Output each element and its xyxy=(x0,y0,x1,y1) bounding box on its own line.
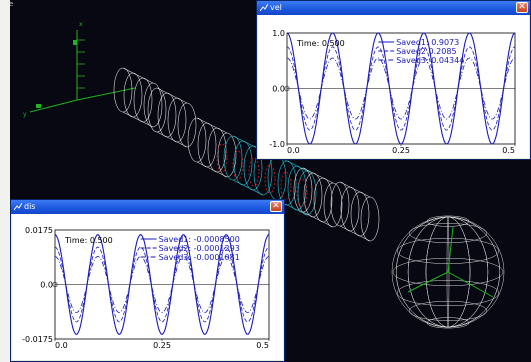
y-tick-label: 0.0 xyxy=(40,281,53,290)
time-readout: Time: 0.500 xyxy=(296,39,345,48)
y-tick-label: -1.0 xyxy=(269,140,285,149)
legend-entry: Saved3: 0.04344 xyxy=(396,56,464,65)
y-tick-label: 0.0175 xyxy=(25,226,53,235)
time-readout: Time: 0.500 xyxy=(64,236,113,245)
spring-coil xyxy=(264,164,276,194)
wire-edge xyxy=(196,161,228,178)
shaft-segment xyxy=(147,87,197,148)
plot-icon xyxy=(14,203,22,211)
wire-edge xyxy=(156,131,188,148)
dis-plot-window[interactable]: dis ✕ 0.0175 0.0 -0.0175 0.0 0.25 0.5 Time: 0.… xyxy=(10,199,285,362)
shaft-segment xyxy=(293,167,343,228)
shaft-segment xyxy=(113,67,163,128)
dis-window-titlebar[interactable]: dis ✕ xyxy=(11,200,284,214)
latitude-line xyxy=(426,215,470,227)
legend-entry: Saved2: -0.0001293 xyxy=(159,244,240,253)
series-line-saved2 xyxy=(54,246,270,323)
axis-label-x: x xyxy=(79,21,83,28)
spring xyxy=(216,143,308,208)
spring-coil xyxy=(248,157,260,187)
wire-ring xyxy=(217,132,237,178)
spring-coil xyxy=(232,150,244,180)
sphere-axis xyxy=(447,226,454,273)
series-line-saved1 xyxy=(54,234,270,335)
latitude-line xyxy=(426,317,470,329)
dis-plot-area[interactable]: 0.0175 0.0 -0.0175 0.0 0.25 0.5 Time: 0.500 Sav… xyxy=(12,214,283,360)
vel-window-title: vel xyxy=(270,3,282,12)
wire-edge xyxy=(122,111,154,128)
longitude-line xyxy=(395,216,501,328)
wire-edge xyxy=(196,117,228,134)
wire-edge xyxy=(232,179,264,196)
shaft-segment xyxy=(330,181,380,242)
y-tick-label: 1.0 xyxy=(272,29,285,38)
vel-close-button[interactable]: ✕ xyxy=(516,2,528,13)
legend-entry: Saved3: -0.0001081 xyxy=(159,253,240,262)
series-line-saved1 xyxy=(286,32,516,145)
latitude-line xyxy=(392,258,504,286)
vel-window-titlebar[interactable]: vel ✕ xyxy=(257,1,530,15)
series-line-saved3 xyxy=(54,256,270,313)
axis-line xyxy=(76,87,136,101)
x-tick-label: 0.0 xyxy=(287,146,300,155)
left-panel-edge xyxy=(0,0,10,362)
wire-sphere xyxy=(391,215,505,329)
wire-edge xyxy=(122,67,154,84)
legend-entry: Saved2 0.2085 xyxy=(396,47,456,56)
legend-entry: Saved1: -0.0008500 xyxy=(159,235,240,244)
dis-window-title: dis xyxy=(24,202,36,211)
plot-icon xyxy=(260,4,268,12)
wire-ring xyxy=(143,82,163,128)
spring-coil xyxy=(296,178,308,208)
origin-marker xyxy=(52,281,58,288)
wire-edge xyxy=(302,211,334,228)
axis-line xyxy=(29,99,78,113)
latitude-line xyxy=(408,300,488,321)
axis-arrow xyxy=(36,104,41,108)
wire-edge xyxy=(302,167,334,184)
axis-arrow xyxy=(73,40,77,45)
x-tick-label: 0.0 xyxy=(55,341,68,350)
x-tick-label: 0.5 xyxy=(502,146,515,155)
latitude-line xyxy=(408,223,488,244)
sphere-axis xyxy=(407,271,449,293)
x-tick-label: 0.5 xyxy=(256,341,269,350)
x-tick-label: 0.25 xyxy=(392,146,410,155)
series-line-saved2 xyxy=(286,46,516,131)
legend-entry: Saved1: 0.9073 xyxy=(396,38,459,47)
wire-ring xyxy=(177,102,197,148)
axis-triad: xy xyxy=(23,21,136,118)
shaft-segment xyxy=(187,117,237,178)
spring-coil xyxy=(216,143,228,173)
vel-plot-window[interactable]: vel ✕ 1.0 0.0 -1.0 0.0 0.25 0.5 Time: 0.500 Sav… xyxy=(256,0,531,160)
y-tick-label: -0.0175 xyxy=(22,335,53,344)
dis-close-button[interactable]: ✕ xyxy=(270,201,282,212)
x-tick-label: 0.25 xyxy=(153,341,171,350)
y-tick-label: 0.0 xyxy=(272,85,285,94)
wire-ring xyxy=(360,196,380,242)
axis-label-y: y xyxy=(23,111,27,118)
vel-plot-area[interactable]: 1.0 0.0 -1.0 0.0 0.25 0.5 Time: 0.500 Saved1: 0… xyxy=(258,15,529,158)
wire-edge xyxy=(339,225,371,242)
origin-marker xyxy=(284,85,290,92)
spring-coil xyxy=(280,171,292,201)
sphere-axis xyxy=(447,271,494,298)
wire-edge xyxy=(339,181,371,198)
latitude-line xyxy=(396,280,500,307)
series-line-saved3 xyxy=(286,57,516,120)
wire-edge xyxy=(156,87,188,104)
latitude-line xyxy=(396,237,500,264)
